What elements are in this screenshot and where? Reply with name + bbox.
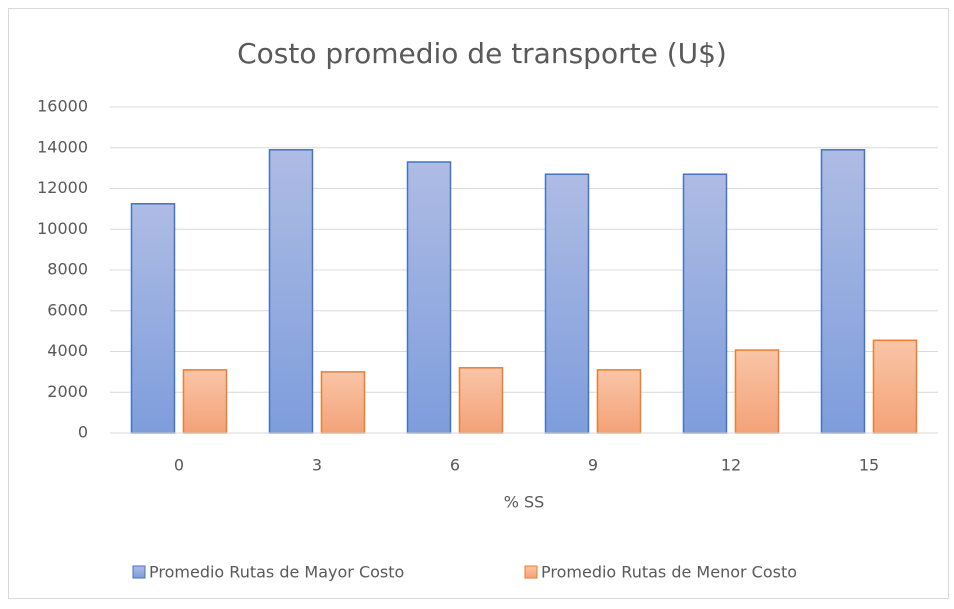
bar	[130, 203, 176, 434]
bar	[406, 161, 452, 434]
y-tick-label: 4000	[47, 341, 88, 360]
bar	[182, 369, 228, 434]
x-tick-label: 15	[859, 456, 879, 475]
bar	[458, 367, 504, 434]
bar	[682, 173, 728, 434]
legend-label: Promedio Rutas de Mayor Costo	[149, 563, 404, 582]
x-tick-label: 6	[450, 456, 460, 475]
y-tick-label: 16000	[37, 97, 88, 116]
chart-title: Costo promedio de transporte (U$)	[237, 37, 727, 70]
x-tick-label: 12	[721, 456, 741, 475]
y-tick-label: 14000	[37, 137, 88, 156]
bar	[544, 173, 590, 434]
bar	[872, 339, 918, 434]
x-tick-label: 0	[174, 456, 184, 475]
y-tick-label: 2000	[47, 382, 88, 401]
bar	[734, 349, 780, 434]
bar	[268, 149, 314, 434]
y-tick-label: 0	[78, 423, 88, 442]
y-tick-label: 8000	[47, 260, 88, 279]
y-tick-label: 12000	[37, 178, 88, 197]
legend-label: Promedio Rutas de Menor Costo	[541, 563, 797, 582]
y-tick-label: 6000	[47, 300, 88, 319]
bar	[820, 149, 866, 434]
x-tick-label: 9	[588, 456, 598, 475]
legend-swatch	[132, 565, 146, 579]
bar	[596, 369, 642, 434]
x-axis-label: % SS	[504, 493, 545, 512]
y-tick-label: 10000	[37, 219, 88, 238]
x-tick-label: 3	[312, 456, 322, 475]
legend-swatch	[524, 565, 538, 579]
bar	[320, 371, 366, 434]
